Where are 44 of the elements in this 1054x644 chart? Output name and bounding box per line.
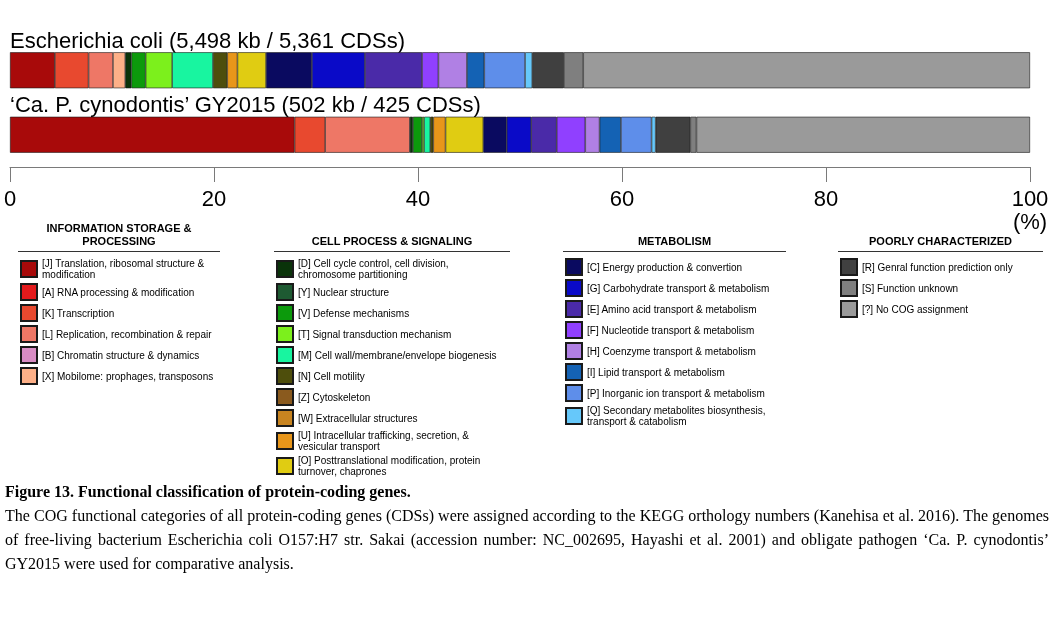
text: The COG functional categories of all protein-coding genes (CDSs) were assigned according to the KEGG orthology numbers (Kanehisa et al. 2016). The genomes of free-living bacterium Escherichia coli O157:H7 str. Sakai (accession number: NC_002695, Hayashi et al. 2001) and obligate pathogen ‘Ca. P. cynodontis’ GY2015 were used for comparative analysis. bbox=[5, 506, 1049, 575]
legend-label: [J] Translation, ribosomal structure & modification bbox=[42, 258, 208, 280]
legend-label: [F] Nucleotide transport & metabolism bbox=[587, 324, 755, 336]
legend-label: [C] Energy production & convertion bbox=[587, 261, 743, 273]
legend-label: [B] Chromatin structure & dynamics bbox=[42, 349, 200, 361]
legend-label: [N] Cell motility bbox=[298, 370, 365, 382]
legend-label: [X] Mobilome: prophages, transposons bbox=[42, 370, 214, 382]
legend-label: [Z] Cytoskeleton bbox=[298, 391, 371, 403]
legend-label: [R] Genral function prediction only bbox=[862, 261, 1013, 273]
text: POORLY CHARACTERIZED bbox=[868, 235, 1013, 248]
legend-label: [S] Function unknown bbox=[862, 282, 959, 294]
x-tick-label: 40 bbox=[405, 185, 431, 211]
y-tick-label: Escherichia coli (5,498 kb / 5,361 CDSs) bbox=[10, 27, 405, 53]
legend-label: [D] Cell cycle control, cell division, chromosome partitioning bbox=[298, 258, 452, 280]
legend-label: [E] Amino acid transport & metabolism bbox=[587, 303, 757, 315]
legend-label: [P] Inorganic ion transport & metabolism bbox=[587, 387, 765, 399]
legend-label: [?] No COG assignment bbox=[862, 303, 969, 315]
x-tick-label: 60 bbox=[609, 185, 635, 211]
bar bbox=[424, 116, 431, 153]
legend-label: [O] Posttranslational modification, protein turnover, chaprones bbox=[298, 455, 484, 477]
text: CELL PROCESS & SIGNALING bbox=[310, 235, 474, 248]
legend-label: [L] Replication, recombination & repair bbox=[42, 328, 213, 340]
text: METABOLISM bbox=[636, 235, 713, 248]
legend-label: [T] Signal transduction mechanism bbox=[298, 328, 452, 340]
legend-label: [U] Intracellular trafficking, secretion, & vesicular transport bbox=[298, 430, 472, 452]
x-tick-label: 100 bbox=[1011, 185, 1049, 211]
legend-label: [G] Carbohydrate transport & metabolism bbox=[587, 282, 770, 294]
legend-label: [H] Coenzyme transport & metabolism bbox=[587, 345, 756, 357]
legend-label: [M] Cell wall/membrane/envelope biogenesis bbox=[298, 349, 497, 361]
legend-label: [V] Defense mechanisms bbox=[298, 307, 410, 319]
x-axis-title: (%) bbox=[1012, 208, 1048, 234]
y-tick-label: ‘Ca. P. cynodontis’ GY2015 (502 kb / 425 CDSs) bbox=[10, 92, 481, 118]
legend-label: [Y] Nuclear structure bbox=[298, 286, 390, 298]
legend-label: [W] Extracellular structures bbox=[298, 412, 418, 424]
x-tick-label: 80 bbox=[813, 185, 839, 211]
x-tick-label: 20 bbox=[201, 185, 227, 211]
legend-label: [K] Transcription bbox=[42, 307, 115, 319]
bar bbox=[412, 116, 423, 153]
legend-label: [I] Lipid transport & metabolism bbox=[587, 366, 725, 378]
text: Figure 13. Functional classification of protein-coding genes. bbox=[5, 482, 412, 503]
text: INFORMATION STORAGE & PROCESSING bbox=[45, 222, 193, 248]
x-tick-label: 0 bbox=[3, 185, 17, 211]
legend-label: [A] RNA processing & modification bbox=[42, 286, 195, 298]
legend-label: [Q] Secondary metabolites biosynthesis, transport & catabolism bbox=[587, 405, 769, 427]
